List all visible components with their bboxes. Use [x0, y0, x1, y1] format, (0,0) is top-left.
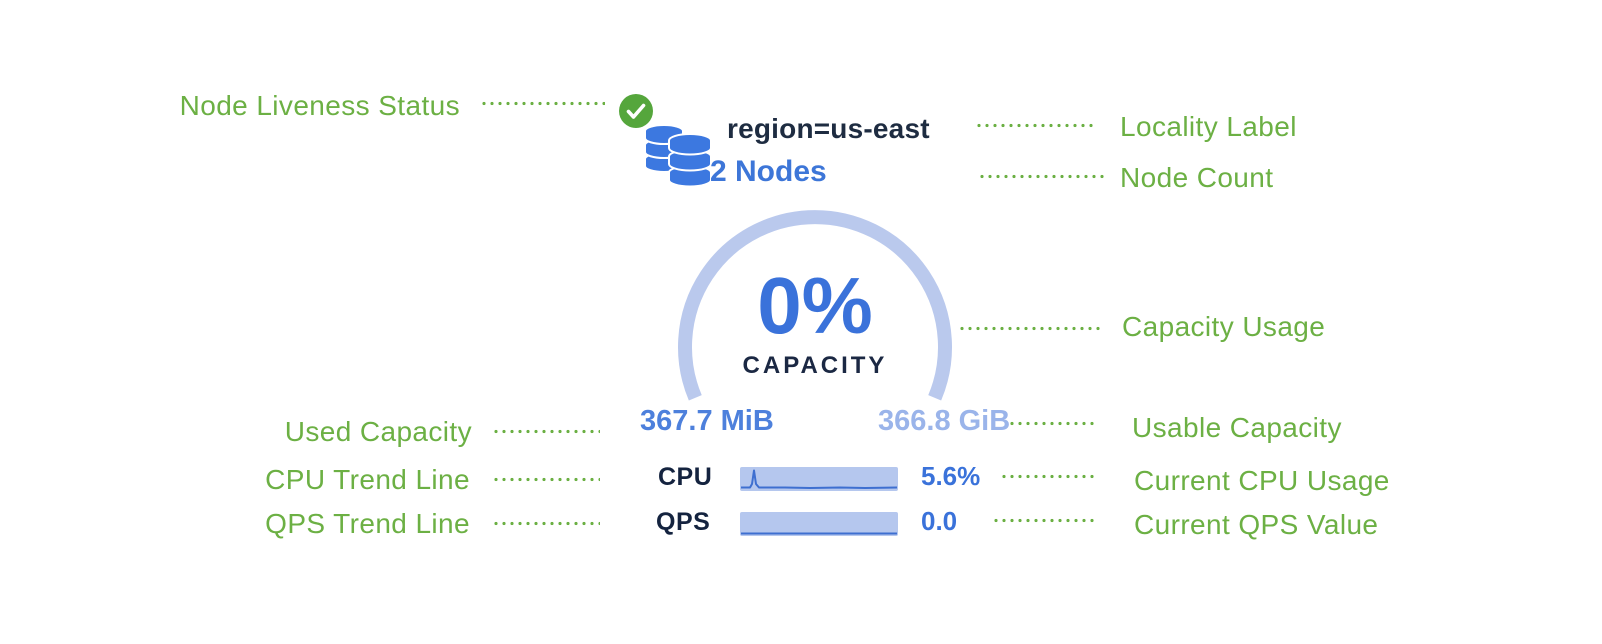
used-capacity-value: 367.7 MiB: [640, 405, 774, 437]
annotation-cpu-trend-line: CPU Trend Line: [265, 464, 470, 495]
database-stack-icon: [644, 120, 712, 188]
usable-capacity-value: 366.8 GiB: [878, 405, 1011, 437]
cpu-trend-path: [741, 469, 898, 489]
capacity-gauge-arc: [660, 200, 970, 435]
capacity-percent-value: 0%: [757, 261, 873, 350]
annotation-node-count: Node Count: [1120, 162, 1274, 193]
leader-dots-used-capacity: [492, 429, 600, 434]
leader-dots-cpu-trend: [492, 477, 600, 482]
qps-metric-label: QPS: [656, 508, 711, 536]
leader-dots-locality: [975, 123, 1093, 128]
qps-trend-sparkline: [740, 512, 898, 536]
annotation-usable-capacity: Usable Capacity: [1132, 412, 1342, 443]
qps-current-value: 0.0: [921, 506, 958, 536]
annotation-qps-trend-line: QPS Trend Line: [265, 508, 470, 539]
annotation-used-capacity: Used Capacity: [284, 416, 472, 447]
leader-dots-capacity-usage: [958, 326, 1104, 331]
cpu-current-value: 5.6%: [921, 461, 981, 491]
node-liveness-check-icon: [618, 93, 654, 129]
cpu-trend-sparkline: [740, 467, 898, 491]
leader-dots-liveness: [480, 101, 605, 106]
annotation-current-cpu-usage: Current CPU Usage: [1134, 465, 1390, 496]
leader-dots-cpu-value: [1000, 474, 1094, 479]
cpu-metric-label: CPU: [658, 463, 713, 491]
node-count-text[interactable]: 2 Nodes: [710, 155, 827, 188]
annotation-locality-label: Locality Label: [1120, 111, 1297, 142]
capacity-caption: CAPACITY: [742, 352, 888, 379]
leader-dots-node-count: [978, 174, 1108, 179]
annotation-current-qps-value: Current QPS Value: [1134, 509, 1379, 540]
locality-label-text: region=us-east: [727, 113, 930, 144]
leader-dots-usable-capacity: [1008, 421, 1096, 426]
annotation-node-liveness-status: Node Liveness Status: [179, 90, 460, 121]
leader-dots-qps-value: [992, 518, 1094, 523]
annotation-capacity-usage: Capacity Usage: [1122, 311, 1326, 342]
leader-dots-qps-trend: [492, 521, 600, 526]
